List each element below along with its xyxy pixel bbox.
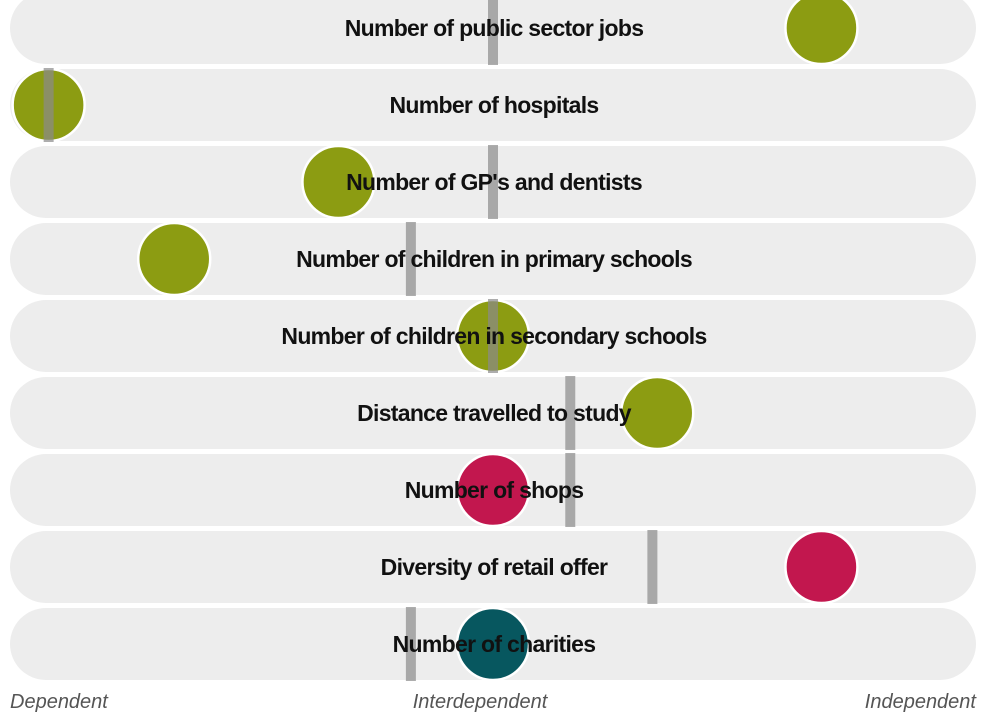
row-background: [10, 223, 976, 295]
row-label: Number of children in primary schools: [296, 246, 692, 272]
row-label: Number of charities: [393, 631, 596, 657]
reference-marker: [647, 530, 658, 604]
row-label: Number of children in secondary schools: [281, 323, 706, 349]
axis-label-right: Independent: [865, 691, 978, 713]
row-background: [10, 531, 976, 603]
reference-marker: [405, 222, 416, 296]
chart-row: Number of shops: [10, 452, 976, 528]
chart-rows: Number of public sector jobs Number of ho…: [10, 0, 976, 682]
data-point: [455, 452, 531, 528]
row-label: Number of GP's and dentists: [346, 169, 642, 195]
data-point: [301, 144, 376, 220]
axis-label-left: Dependent: [10, 691, 109, 713]
chart-row: Number of GP's and dentists: [10, 144, 976, 220]
chart-row: Distance travelled to study: [10, 375, 976, 451]
data-point: [619, 375, 695, 451]
data-point: [455, 606, 531, 682]
row-label: Number of hospitals: [389, 92, 598, 118]
chart-row: Number of public sector jobs: [10, 0, 976, 66]
reference-marker: [488, 299, 498, 373]
chart-row: Number of charities: [10, 606, 976, 682]
reference-marker: [43, 68, 54, 142]
chart-row: Diversity of retail offer: [10, 529, 976, 605]
row-label: Distance travelled to study: [357, 400, 632, 426]
row-background: [10, 69, 976, 141]
axis-label-center: Interdependent: [413, 691, 549, 713]
reference-marker: [488, 0, 498, 65]
chart-row: Number of children in primary schools: [10, 221, 976, 297]
reference-marker: [565, 376, 576, 450]
row-label: Number of public sector jobs: [345, 15, 644, 41]
data-point: [136, 221, 212, 297]
reference-marker: [565, 453, 576, 527]
row-label: Number of shops: [405, 477, 584, 503]
reference-marker: [488, 145, 498, 219]
reference-marker: [405, 607, 416, 681]
chart-row: Number of children in secondary schools: [10, 298, 976, 374]
data-point: [784, 0, 859, 66]
row-label: Diversity of retail offer: [381, 554, 608, 580]
chart-row: Number of hospitals: [10, 67, 976, 143]
data-point: [784, 529, 859, 605]
row-background: [10, 377, 976, 449]
